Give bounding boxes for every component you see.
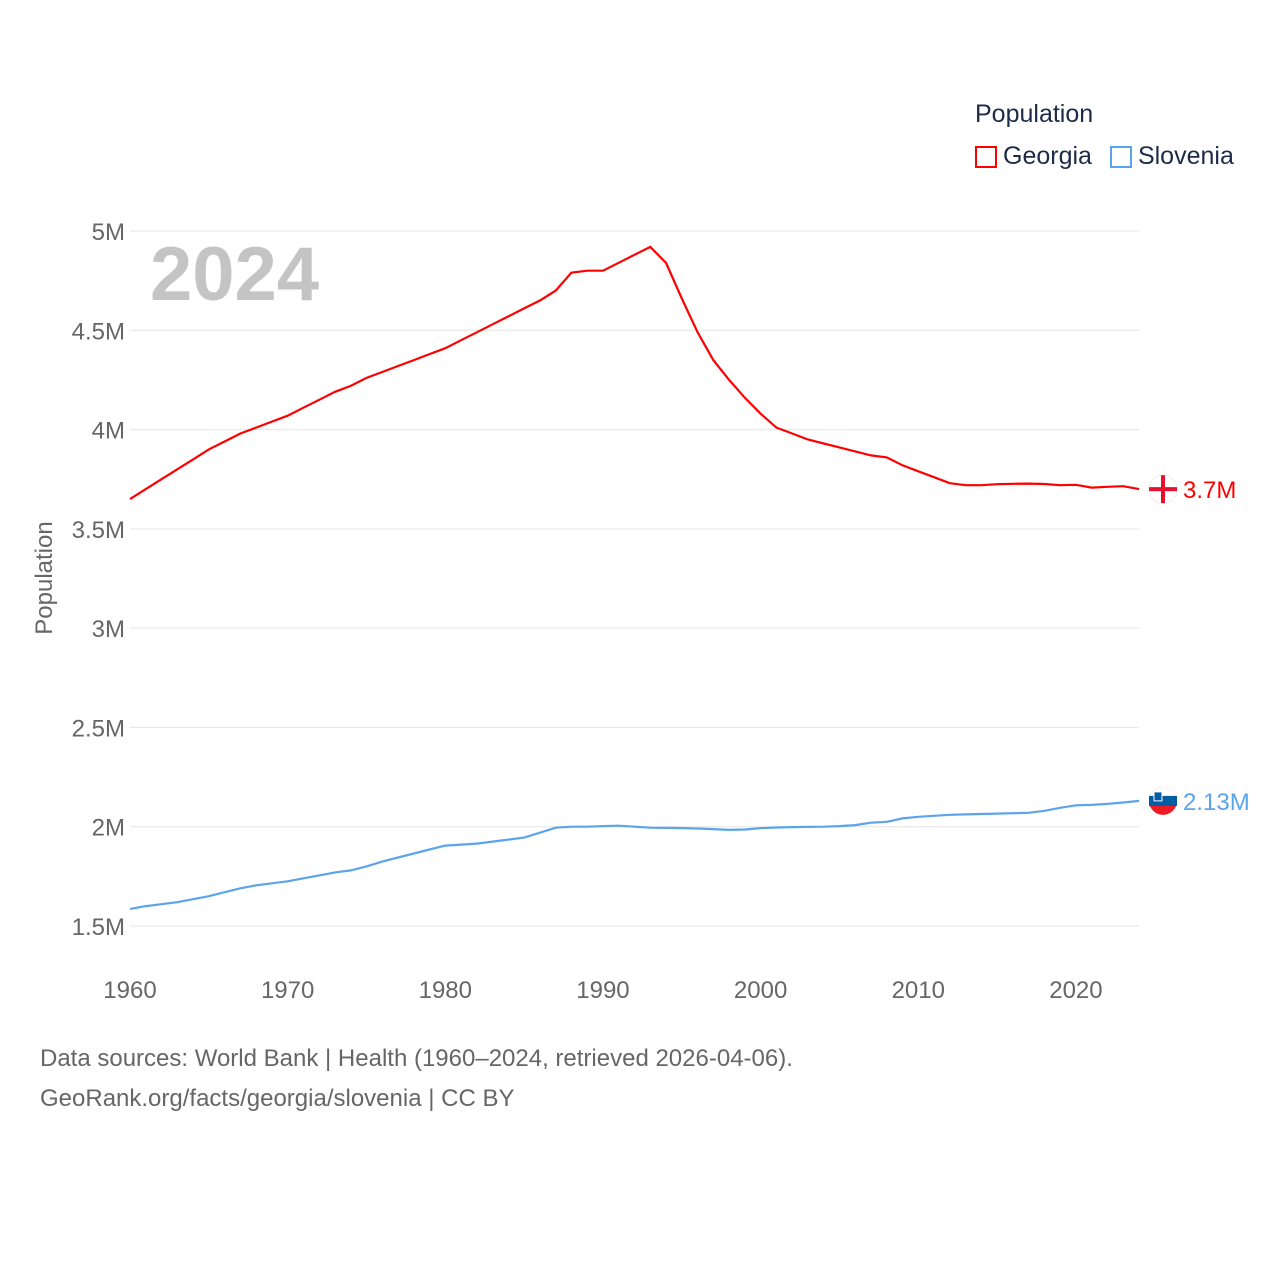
y-tick-label: 4M bbox=[92, 418, 125, 445]
x-tick-label: 1990 bbox=[576, 977, 629, 1004]
x-tick-label: 1960 bbox=[103, 977, 156, 1004]
y-tick-label: 1.5M bbox=[72, 914, 125, 941]
georgia-swatch bbox=[975, 145, 997, 168]
slovenia-swatch bbox=[1109, 145, 1132, 168]
flag-cross bbox=[1161, 475, 1165, 504]
legend-item-slovenia[interactable]: Slovenia bbox=[1109, 142, 1234, 171]
attribution-link[interactable]: GeoRank.org/facts/georgia/slovenia | CC … bbox=[40, 1085, 515, 1112]
flag-coat bbox=[1153, 791, 1163, 802]
legend-label: Georgia bbox=[1003, 142, 1092, 170]
y-axis-label: Population bbox=[31, 521, 58, 634]
x-tick-label: 2000 bbox=[734, 977, 787, 1004]
y-tick-label: 3M bbox=[92, 616, 125, 643]
y-tick-label: 4.5M bbox=[72, 318, 125, 345]
y-tick-label: 2.5M bbox=[72, 715, 125, 742]
legend-title: Population bbox=[975, 100, 1094, 128]
legend: Georgia Slovenia bbox=[975, 142, 1234, 171]
legend-label: Slovenia bbox=[1137, 142, 1234, 170]
x-tick-label: 2010 bbox=[892, 977, 945, 1004]
end-value-label: 2.13M bbox=[1183, 789, 1250, 816]
flag-blue bbox=[1149, 795, 1177, 806]
legend-item-georgia[interactable]: Georgia bbox=[975, 142, 1092, 171]
x-tick-label: 1980 bbox=[419, 977, 472, 1004]
x-tick-label: 1970 bbox=[261, 977, 314, 1004]
y-tick-label: 5M bbox=[92, 219, 125, 246]
y-tick-label: 2M bbox=[92, 815, 125, 842]
series-line-georgia bbox=[129, 245, 1140, 501]
end-value-label: 3.7M bbox=[1183, 477, 1236, 504]
year-label: 2024 bbox=[150, 232, 319, 317]
series-line-slovenia bbox=[129, 799, 1140, 910]
source-note: Data sources: World Bank | Health (1960–… bbox=[40, 1045, 793, 1072]
x-tick-label: 2020 bbox=[1049, 977, 1102, 1004]
y-tick-label: 3.5M bbox=[72, 517, 125, 544]
